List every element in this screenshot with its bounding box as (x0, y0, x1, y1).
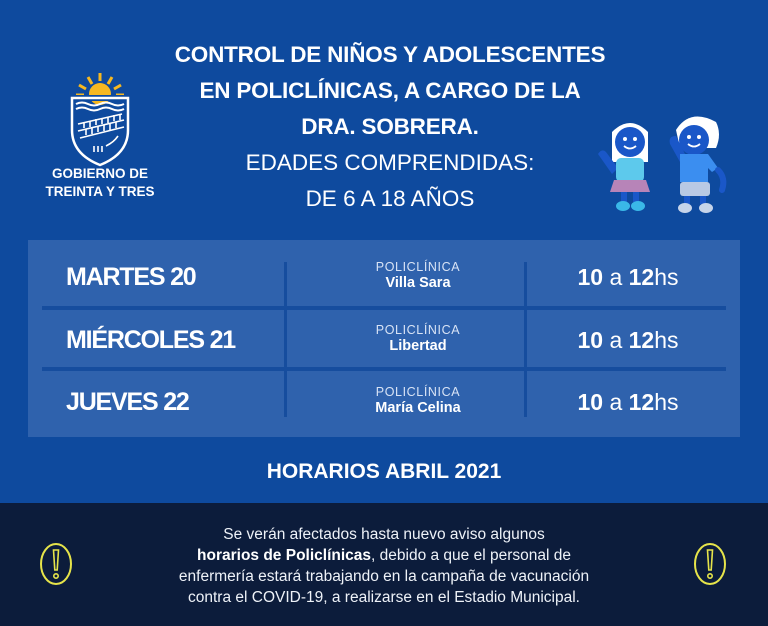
clinic-name: María Celina (375, 400, 461, 416)
warning-icon (694, 543, 726, 585)
notice-line-3: enfermería estará trabajando en la campa… (178, 568, 590, 585)
clinic-label: POLICLÍNICA (375, 323, 461, 337)
subtitle-line-1: EDADES COMPRENDIDAS: (245, 150, 535, 175)
warning-icon (40, 543, 72, 585)
notice-text: Se verán afectados hasta nuevo aviso alg… (110, 524, 658, 608)
hours-from: 10 (577, 264, 604, 290)
hours-cell: 10 a 12hs (538, 371, 718, 433)
hours-unit: hs (654, 389, 679, 415)
notice-line-2-rest: , debido a que el personal de (371, 547, 571, 564)
notice-bold: horarios de Policlínicas (197, 547, 372, 564)
organization-line-2: TREINTA Y TRES (45, 184, 155, 199)
organization-name: GOBIERNO DE TREINTA Y TRES (30, 165, 170, 201)
hours-from: 10 (577, 327, 604, 353)
title-line-1: CONTROL DE NIÑOS Y ADOLESCENTES (174, 42, 606, 67)
table-row: MARTES 20 POLICLÍNICA Villa Sara 10 a 12… (40, 246, 728, 308)
clinic-name: Libertad (389, 338, 447, 354)
table-row: JUEVES 22 POLICLÍNICA María Celina 10 a … (40, 371, 728, 433)
hours-unit: hs (654, 264, 679, 290)
hours-to: 12 (628, 264, 655, 290)
title-line-2: EN POLICLÍNICAS, A CARGO DE LA (199, 78, 581, 103)
column-divider (524, 262, 527, 417)
organization-line-1: GOBIERNO DE (51, 166, 148, 181)
notice-line-2: horarios de Policlínicas, debido a que e… (110, 545, 658, 566)
hours-sep: a (603, 264, 629, 290)
title-line-3: DRA. SOBRERA. (301, 114, 479, 139)
children-illustration-icon (598, 116, 727, 213)
hours-from: 10 (577, 389, 604, 415)
page-title: CONTROL DE NIÑOS Y ADOLESCENTES EN POLIC… (130, 37, 650, 217)
hours-sep: a (603, 327, 629, 353)
notice-banner: Se verán afectados hasta nuevo aviso alg… (0, 503, 768, 626)
hours-to: 12 (628, 389, 655, 415)
clinic-name: Villa Sara (385, 275, 451, 291)
schedule-month-title: HORARIOS ABRIL 2021 (266, 460, 502, 483)
clinic-cell: POLICLÍNICA María Celina (298, 384, 538, 417)
hours-unit: hs (654, 327, 679, 353)
day-cell: MARTES 20 (66, 263, 197, 291)
notice-line-1: Se verán afectados hasta nuevo aviso alg… (223, 526, 545, 543)
notice-line-4: contra el COVID-19, a realizarse en el E… (188, 589, 580, 606)
row-divider (42, 367, 726, 371)
table-row: MIÉRCOLES 21 POLICLÍNICA Libertad 10 a 1… (40, 309, 728, 371)
clinic-cell: POLICLÍNICA Villa Sara (298, 259, 538, 292)
day-cell: MIÉRCOLES 21 (66, 326, 236, 354)
row-divider (42, 306, 726, 310)
clinic-label: POLICLÍNICA (375, 385, 461, 399)
hours-to: 12 (628, 327, 655, 353)
hours-sep: a (603, 389, 629, 415)
hours-cell: 10 a 12hs (538, 309, 718, 371)
hours-cell: 10 a 12hs (538, 246, 718, 308)
subtitle-line-2: DE 6 A 18 AÑOS (305, 186, 475, 211)
coat-of-arms-icon (70, 73, 130, 167)
day-cell: JUEVES 22 (66, 388, 190, 416)
column-divider (284, 262, 287, 417)
clinic-label: POLICLÍNICA (375, 260, 461, 274)
schedule-table: MARTES 20 POLICLÍNICA Villa Sara 10 a 12… (28, 240, 740, 437)
clinic-cell: POLICLÍNICA Libertad (298, 322, 538, 355)
